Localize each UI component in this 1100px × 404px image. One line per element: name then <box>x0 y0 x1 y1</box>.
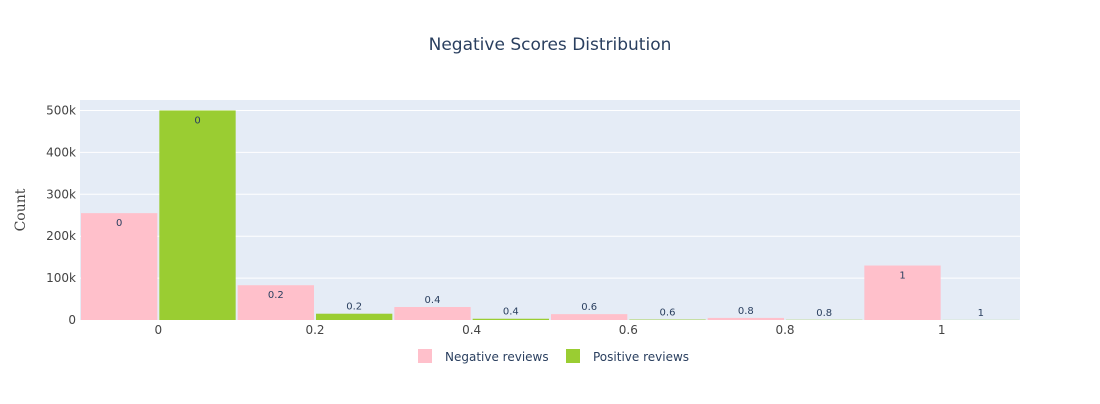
legend-label[interactable]: Positive reviews <box>593 350 689 364</box>
chart-title: Negative Scores Distribution <box>429 35 672 55</box>
bar <box>81 213 157 320</box>
x-axis-ticks: 0 0.2 0.4 0.6 0.8 1 <box>155 323 946 337</box>
bar <box>316 314 392 320</box>
bar-data-label: 0.6 <box>660 308 676 319</box>
y-axis-ticks: 0 100k 200k 300k 400k 500k <box>46 103 76 327</box>
y-tick-label: 100k <box>46 271 76 285</box>
x-tick-label: 0.8 <box>775 323 794 337</box>
bar-data-label: 0.2 <box>346 302 362 313</box>
y-tick-label: 0 <box>68 313 76 327</box>
bar <box>159 110 235 320</box>
bar-data-label: 0.4 <box>425 295 441 306</box>
legend-label[interactable]: Negative reviews <box>445 350 549 364</box>
x-tick-label: 0.2 <box>305 323 324 337</box>
bar-data-label: 1 <box>978 308 984 319</box>
y-tick-label: 500k <box>46 103 76 117</box>
x-tick-label: 0 <box>155 323 163 337</box>
y-tick-label: 400k <box>46 145 76 159</box>
y-tick-label: 300k <box>46 187 76 201</box>
bar-data-label: 0.6 <box>581 302 597 313</box>
bar-data-label: 0 <box>116 218 122 229</box>
legend-swatch[interactable] <box>418 349 432 363</box>
legend: Negative reviews Positive reviews <box>418 349 689 364</box>
bar-data-label: 0.4 <box>503 307 519 318</box>
bar <box>473 319 549 320</box>
bar <box>551 314 627 320</box>
bar <box>708 318 784 320</box>
legend-swatch[interactable] <box>566 349 580 363</box>
y-axis-label: Count <box>13 188 29 231</box>
bar-data-label: 0.8 <box>816 308 832 319</box>
bar-data-label: 0.2 <box>268 290 284 301</box>
bar <box>394 307 470 320</box>
x-tick-label: 0.6 <box>619 323 638 337</box>
x-tick-label: 0.4 <box>462 323 481 337</box>
x-tick-label: 1 <box>938 323 946 337</box>
bar-data-label: 0.8 <box>738 306 754 317</box>
bar-data-label: 0 <box>194 115 200 126</box>
y-tick-label: 200k <box>46 229 76 243</box>
bar-data-label: 1 <box>899 271 905 282</box>
